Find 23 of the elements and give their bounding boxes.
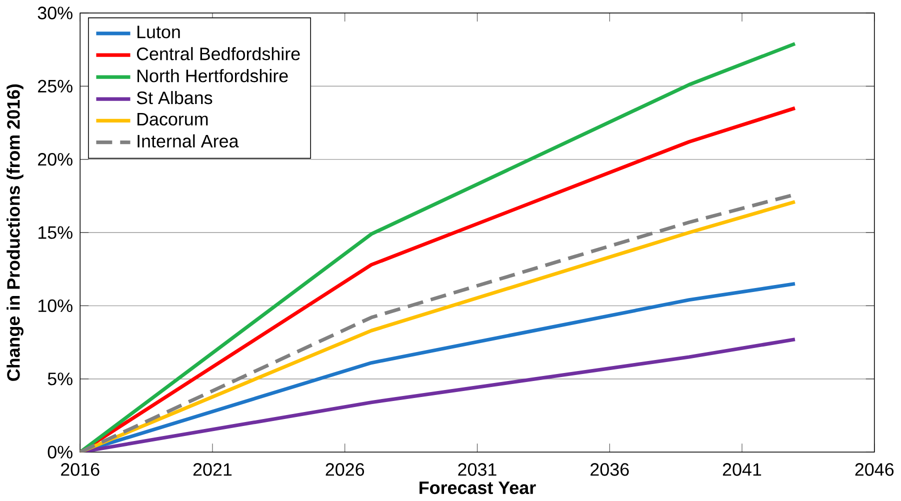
y-tick-label: 10% xyxy=(38,300,72,312)
legend-label: North Hertfordshire xyxy=(138,69,288,82)
y-tick-label: 25% xyxy=(38,80,72,93)
y-tick-label: 5% xyxy=(48,372,72,386)
x-tick-label: 2041 xyxy=(722,463,762,476)
legend-label: Internal Area xyxy=(138,134,239,148)
x-tick-label: 2016 xyxy=(61,463,100,476)
y-tick-label: 0% xyxy=(48,446,72,459)
y-tick-label: 20% xyxy=(38,153,72,166)
x-tick-label: 2046 xyxy=(855,463,894,476)
x-axis-title: Forecast Year xyxy=(420,482,536,494)
x-tick-label: 2021 xyxy=(193,463,232,476)
x-tick-label: 2026 xyxy=(326,463,364,476)
y-axis-title: Change in Productions (from 2016) xyxy=(6,84,24,382)
x-tick-label: 2031 xyxy=(458,463,496,476)
y-tick-label: 30% xyxy=(38,6,72,20)
line-series xyxy=(80,42,797,452)
legend-label: Dacorum xyxy=(138,113,208,126)
y-tick-label: 15% xyxy=(38,226,72,240)
legend-label: Luton xyxy=(138,26,180,38)
x-tick-label: 2036 xyxy=(590,463,629,476)
legend-label: St Albans xyxy=(136,91,212,104)
legend-label: Central Bedfordshire xyxy=(136,47,300,60)
